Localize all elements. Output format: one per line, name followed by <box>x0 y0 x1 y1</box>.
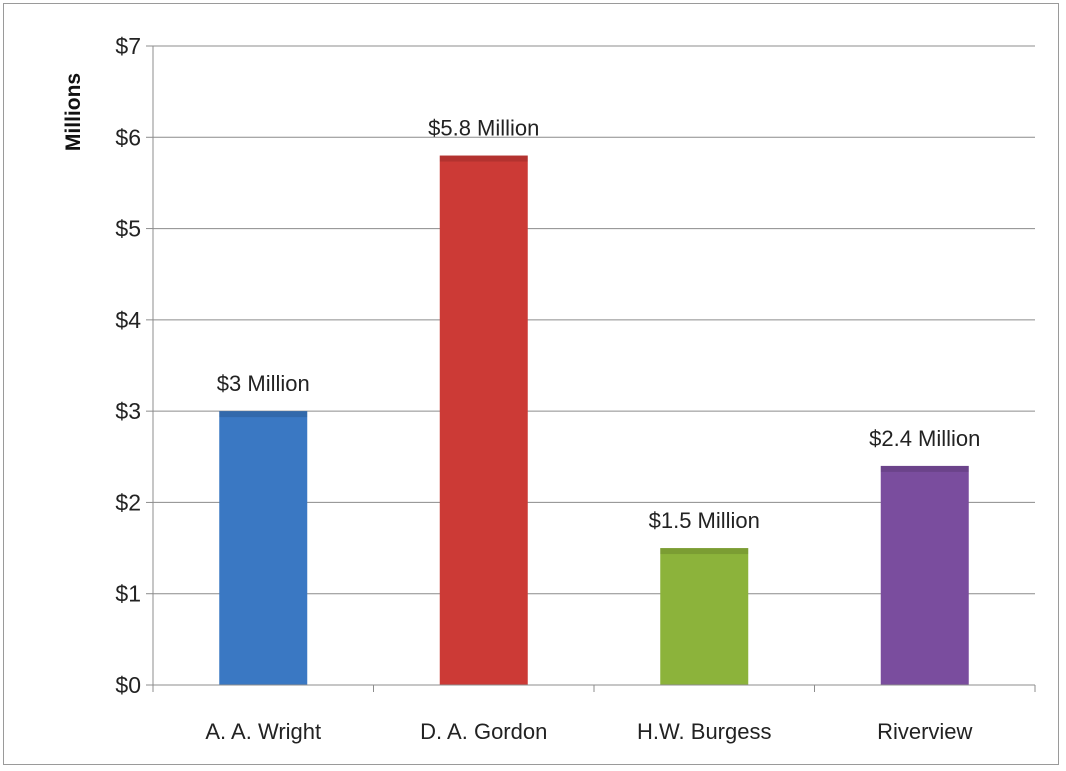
x-tick-label: Riverview <box>877 719 972 744</box>
bars <box>219 155 969 686</box>
data-label: $1.5 Million <box>649 508 760 533</box>
y-axis-title: Millions <box>62 73 85 151</box>
x-tick-label: A. A. Wright <box>205 719 321 744</box>
y-tick-label: $7 <box>115 33 141 59</box>
y-tick-label: $1 <box>115 581 141 607</box>
y-tick-label: $2 <box>115 489 141 515</box>
y-tick-label: $0 <box>115 672 141 698</box>
x-tick-label: D. A. Gordon <box>420 719 547 744</box>
y-tick-label: $5 <box>115 216 141 242</box>
y-tick-label: $6 <box>115 124 141 150</box>
y-tick-label: $4 <box>115 307 141 333</box>
bar <box>880 465 969 685</box>
bar-top-shade <box>660 548 749 555</box>
bar <box>219 411 308 685</box>
data-label: $3 Million <box>217 371 310 396</box>
data-label: $5.8 Million <box>428 116 539 141</box>
bar-top-shade <box>880 465 969 472</box>
x-tick-label: H.W. Burgess <box>637 719 771 744</box>
bar-top-shade <box>219 411 308 418</box>
bar <box>439 155 528 686</box>
data-label: $2.4 Million <box>869 426 980 451</box>
axes <box>146 45 1036 692</box>
bar-top-shade <box>439 155 528 162</box>
y-tick-label: $3 <box>115 398 141 424</box>
labels: $0 $1 $2 $3 $4 $5 $6 $7 $3 Million A. A. Wright $5… <box>115 33 980 744</box>
bar <box>660 548 749 685</box>
